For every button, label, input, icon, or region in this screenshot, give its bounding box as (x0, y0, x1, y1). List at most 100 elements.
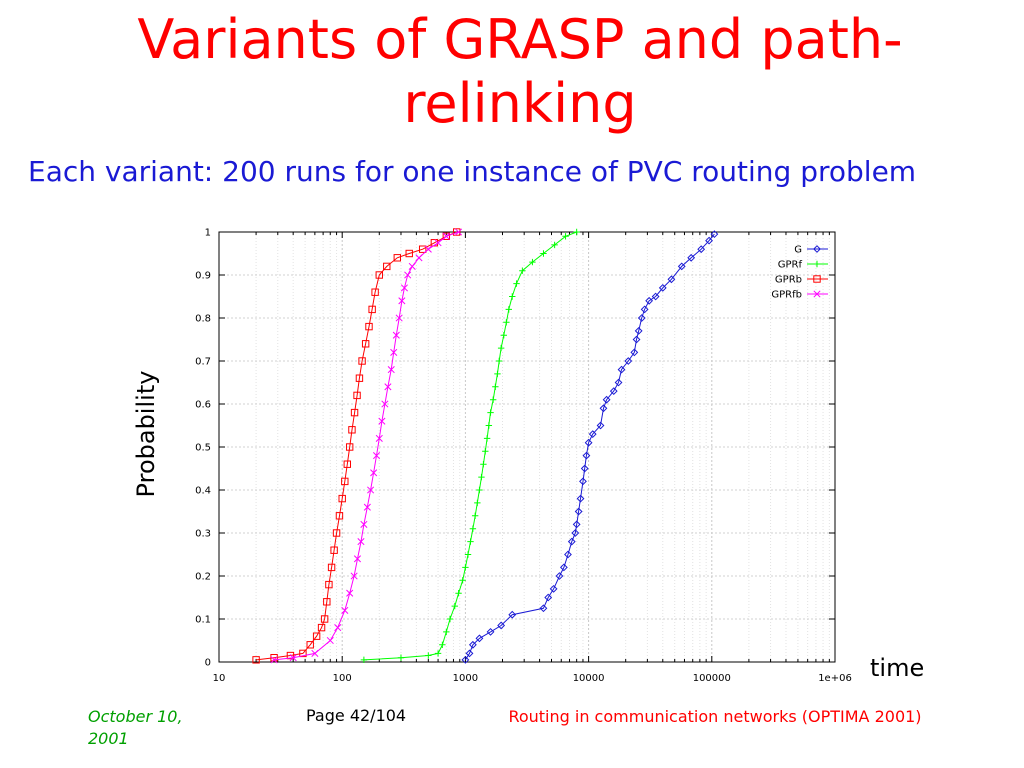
data-point-gprf (505, 306, 512, 313)
data-point-gprb (252, 656, 260, 664)
data-point-g (596, 421, 605, 430)
data-point-g (539, 604, 548, 613)
data-point-g (614, 378, 623, 387)
data-point-gprfb (357, 538, 365, 546)
data-point-g (579, 477, 587, 486)
legend-marker (813, 245, 821, 253)
data-point-g (617, 365, 626, 374)
data-point-gprb (345, 443, 354, 451)
data-point-g (599, 404, 608, 413)
y-tick-label: 0.8 (195, 314, 211, 325)
data-point-gprf (476, 486, 483, 494)
series-gprb (252, 228, 461, 664)
data-point-gprb (306, 641, 314, 649)
data-point-g (697, 245, 706, 254)
data-point-gprf (489, 396, 497, 403)
series-line-gprb (256, 231, 457, 661)
data-point-gprb (393, 254, 401, 262)
legend-label: GPRfb (771, 290, 802, 301)
data-point-gprfb (326, 636, 334, 645)
x-axis-label: time (870, 654, 925, 682)
data-point-gprfb (372, 452, 381, 460)
x-tick-label: 100000 (693, 673, 731, 684)
data-point-gprf (446, 615, 454, 623)
data-point-gprf (425, 652, 432, 659)
axis-ticks: 0 0.1 0.2 0.3 0.4 0.5 0.6 0.7 0.8 0.9 1 10 100 1000 10… (195, 228, 852, 685)
data-point-gprf (467, 538, 474, 545)
data-point-gprf (519, 267, 526, 274)
data-point-g (645, 296, 654, 305)
data-point-g (468, 640, 477, 649)
data-point-gprf (485, 422, 493, 429)
data-point-gprf (482, 448, 489, 455)
data-point-gprb (270, 654, 278, 662)
data-point-gprb (330, 546, 338, 554)
series-gprf (360, 228, 580, 664)
data-point-g (637, 314, 646, 322)
data-point-gprb (312, 632, 321, 640)
data-point-gprf (360, 656, 368, 664)
data-point-gprb (371, 288, 379, 296)
data-point-g (549, 584, 558, 593)
legend-label: GPRb (775, 275, 802, 286)
data-point-gprfb (360, 520, 368, 528)
x-tick-label: 1e+06 (818, 673, 852, 684)
data-point-gprf (455, 590, 462, 597)
data-point-g (508, 610, 517, 619)
legend-label: G (794, 245, 802, 256)
y-tick-label: 0.7 (195, 357, 211, 368)
series-gprfb (270, 228, 463, 664)
y-tick-label: 0.2 (195, 572, 211, 583)
data-point-g (555, 572, 564, 580)
data-point-gprb (332, 529, 341, 537)
data-point-gprf (551, 241, 558, 249)
data-point-gprfb (367, 486, 375, 494)
data-point-gprf (451, 602, 458, 610)
x-tick-label: 10 (213, 673, 226, 684)
data-point-gprb (350, 408, 359, 417)
data-point-gprfb (455, 228, 463, 236)
data-point-g (677, 262, 686, 271)
footer-course: Routing in communication networks (OPTIM… (508, 707, 922, 726)
data-point-gprfb (381, 400, 389, 408)
data-point-gprfb (390, 348, 398, 356)
data-point-gprfb (289, 654, 297, 662)
data-point-g (572, 520, 581, 529)
y-tick-label: 1 (205, 228, 211, 239)
legend-label: GPRf (778, 260, 803, 271)
data-point-gprf (487, 409, 494, 416)
data-point-gprb (358, 357, 366, 365)
data-point-gprfb (442, 232, 450, 240)
legend-marker (813, 290, 821, 298)
data-point-g (465, 649, 474, 658)
data-point-gprfb (424, 245, 432, 253)
data-point-gprf (434, 650, 442, 657)
data-point-gprfb (375, 434, 383, 442)
data-point-gprf (397, 654, 405, 661)
chart-legend: G GPRf GPRb GPRfb (771, 245, 828, 301)
y-tick-label: 0.5 (195, 443, 211, 454)
data-point-g (475, 634, 484, 643)
data-point-gprb (365, 322, 373, 331)
y-tick-label: 0 (205, 658, 211, 669)
data-point-gprb (442, 232, 451, 241)
data-point-gprf (471, 512, 479, 519)
data-point-g (497, 621, 506, 630)
data-point-gprf (469, 525, 477, 532)
y-tick-label: 0.3 (195, 529, 211, 540)
data-point-g (602, 395, 611, 404)
data-point-g (580, 464, 589, 473)
legend-marker (813, 275, 821, 283)
data-point-g (658, 283, 667, 292)
data-point-gprfb (392, 331, 400, 339)
data-point-g (582, 451, 591, 460)
data-point-gprfb (311, 649, 319, 657)
data-point-gprfb (370, 469, 378, 477)
footer-page-number: Page 42/104 (306, 706, 407, 725)
data-point-gprb (368, 305, 376, 314)
data-point-gprb (355, 374, 364, 382)
data-point-gprb (343, 460, 351, 468)
series-layer (252, 228, 719, 664)
data-point-gprf (562, 233, 569, 240)
data-point-gprb (325, 580, 333, 589)
